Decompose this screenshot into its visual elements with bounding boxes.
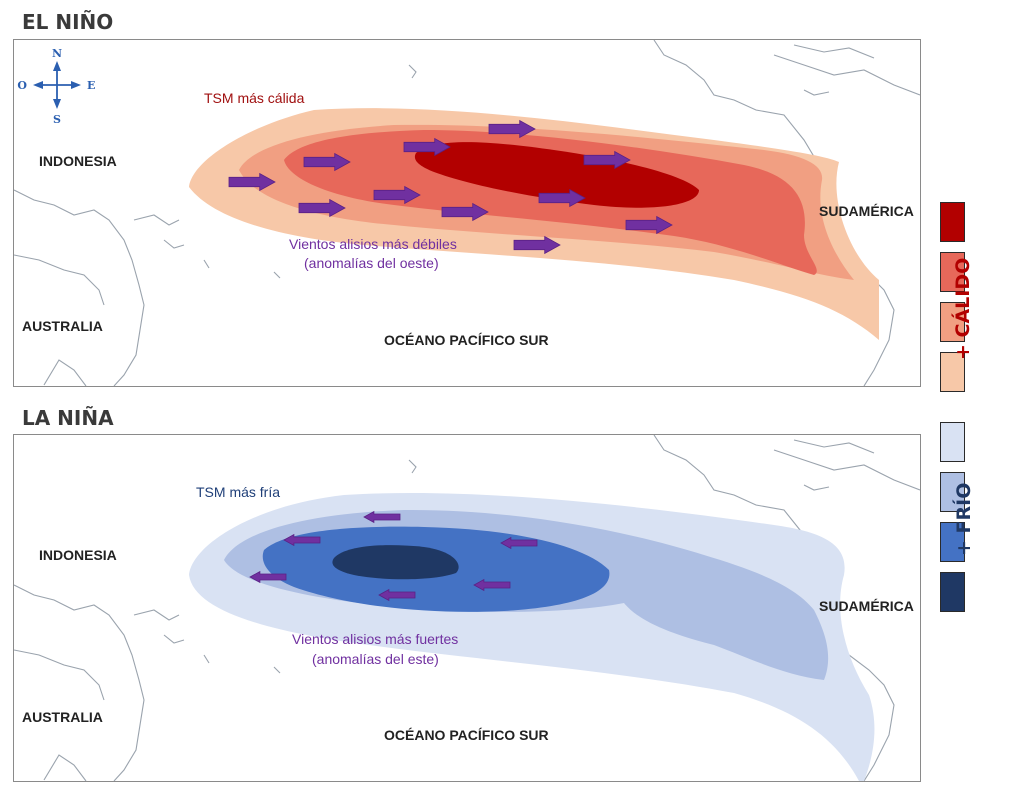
el-nino-title: EL NIÑO (22, 10, 114, 34)
label-sudamerica: SUDAMÉRICA (819, 203, 914, 219)
wind-arrow (538, 188, 586, 208)
wind-arrow (363, 510, 401, 524)
wind-arrow (625, 215, 673, 235)
legend-swatch-cold-3 (940, 522, 965, 562)
legend-warm-label: + CÁLIDO (952, 257, 974, 360)
wind-arrow (283, 533, 321, 547)
anomaly-band-core (414, 142, 699, 208)
sst-note: TSM más fría (196, 484, 280, 500)
anomaly-contours (189, 493, 875, 781)
wind-arrow (441, 202, 489, 222)
anomaly-contours (189, 108, 879, 340)
legend-swatch-cold-2 (940, 472, 965, 512)
wind-arrows (228, 119, 673, 255)
legend-swatch-warm-4 (940, 352, 965, 392)
wind-arrow (298, 198, 346, 218)
el-nino-map: N S E O TSM más cálida INDONESIA AUSTRAL… (13, 39, 921, 387)
legend-swatch-warm-2 (940, 252, 965, 292)
label-sudamerica: SUDAMÉRICA (819, 598, 914, 614)
label-ocean: OCÉANO PACÍFICO SUR (384, 727, 549, 743)
wind-arrow (583, 150, 631, 170)
wind-note-line2: (anomalías del este) (312, 651, 439, 667)
wind-arrow (500, 536, 538, 550)
compass-west: O (17, 79, 27, 92)
wind-arrow (488, 119, 536, 139)
wind-note-line2: (anomalías del oeste) (304, 255, 439, 271)
wind-arrow (473, 578, 511, 592)
legend-swatch-warm-1 (940, 202, 965, 242)
la-nina-title: LA NIÑA (22, 406, 114, 430)
wind-note-line1: Vientos alisios más débiles (289, 236, 457, 252)
label-australia: AUSTRALIA (22, 709, 103, 725)
compass-rose: N S E O (17, 47, 95, 126)
compass-north: N (52, 47, 62, 60)
compass-east: E (87, 79, 95, 92)
label-indonesia: INDONESIA (39, 153, 117, 169)
sst-note: TSM más cálida (204, 90, 305, 106)
wind-arrow (378, 588, 416, 602)
legend-swatch-cold-4 (940, 572, 965, 612)
wind-arrows (249, 510, 538, 602)
label-ocean: OCÉANO PACÍFICO SUR (384, 332, 549, 348)
wind-note-line1: Vientos alisios más fuertes (292, 631, 458, 647)
la-nina-map: TSM más fría INDONESIA AUSTRALIA SUDAMÉR… (13, 434, 921, 782)
label-australia: AUSTRALIA (22, 318, 103, 334)
wind-arrow (513, 235, 561, 255)
legend-swatch-warm-3 (940, 302, 965, 342)
wind-arrow (403, 137, 451, 157)
anomaly-band-core (332, 545, 459, 580)
wind-arrow (303, 152, 351, 172)
compass-south: S (53, 113, 61, 126)
wind-arrow (373, 185, 421, 205)
legend-cold-label: + FRÍO (953, 482, 975, 556)
label-indonesia: INDONESIA (39, 547, 117, 563)
legend-swatch-cold-1 (940, 422, 965, 462)
wind-arrow (249, 570, 287, 584)
wind-arrow (228, 172, 276, 192)
